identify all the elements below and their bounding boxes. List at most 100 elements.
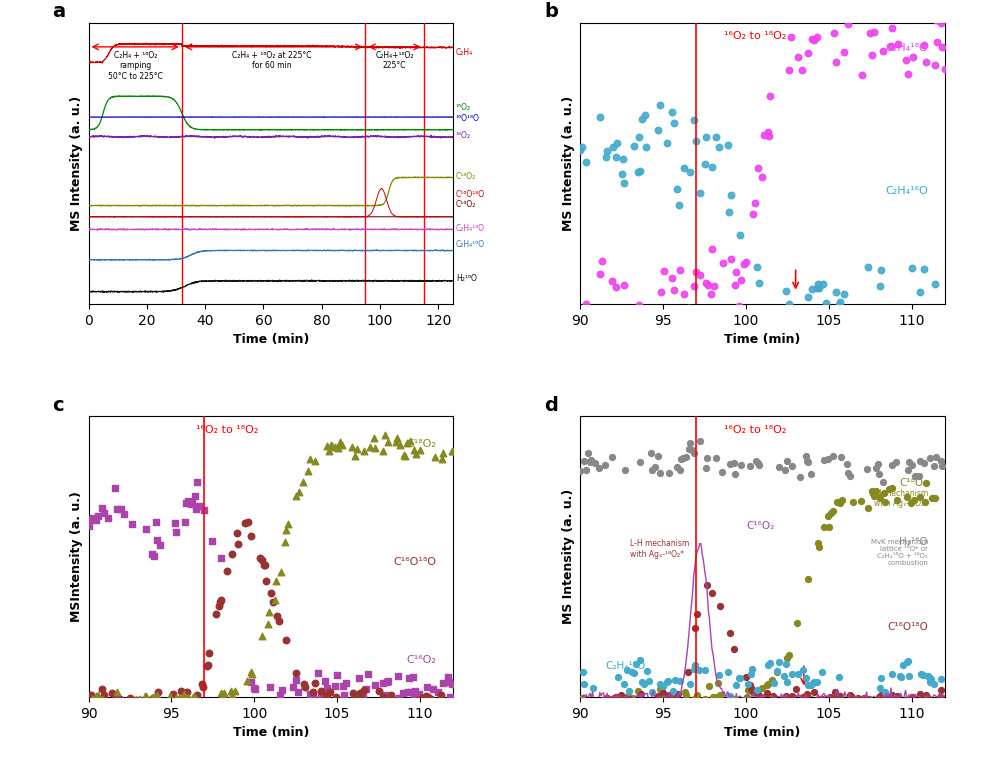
Point: [830, 299, 846, 311]
Point: [125, 518, 141, 530]
Point: [388, 436, 403, 448]
Point: [877, 686, 892, 698]
Text: d: d: [544, 395, 558, 414]
Point: [210, 695, 225, 707]
Point: [599, 692, 615, 704]
Point: [925, 493, 941, 505]
Point: [113, 695, 129, 707]
Point: [877, 496, 892, 509]
Point: [356, 684, 372, 696]
Point: [869, 485, 885, 497]
Point: [926, 460, 942, 472]
Point: [102, 697, 118, 709]
Point: [909, 699, 925, 711]
Point: [177, 516, 193, 528]
Point: [763, 90, 778, 103]
Point: [920, 692, 936, 704]
Point: [651, 99, 667, 111]
Point: [800, 456, 816, 468]
Point: [676, 288, 692, 300]
Point: [912, 688, 928, 700]
Point: [759, 679, 774, 692]
Point: [759, 687, 774, 699]
Point: [362, 440, 378, 453]
Point: [116, 508, 132, 520]
Point: [876, 487, 892, 499]
Point: [94, 693, 110, 705]
X-axis label: Time (min): Time (min): [724, 333, 801, 346]
Text: ¹⁶O₂ to ¹⁸O₂: ¹⁶O₂ to ¹⁸O₂: [724, 424, 786, 434]
Point: [713, 466, 729, 479]
Point: [751, 457, 767, 469]
Point: [412, 444, 428, 456]
Point: [835, 46, 851, 58]
Point: [307, 454, 323, 466]
Point: [741, 678, 757, 690]
Point: [823, 690, 838, 702]
Point: [672, 463, 688, 476]
Point: [575, 666, 590, 679]
Point: [809, 31, 825, 43]
Point: [632, 701, 647, 713]
Point: [139, 697, 154, 709]
Point: [860, 502, 876, 514]
Point: [187, 691, 203, 703]
Text: b: b: [544, 2, 558, 21]
Point: [736, 694, 752, 706]
Point: [688, 136, 704, 148]
Point: [760, 126, 775, 138]
Point: [744, 663, 760, 675]
Point: [915, 696, 931, 708]
Point: [921, 670, 937, 683]
Point: [674, 453, 690, 465]
Point: [388, 695, 403, 707]
Point: [897, 54, 913, 66]
Point: [604, 451, 620, 463]
Point: [94, 502, 110, 514]
Point: [94, 683, 110, 695]
Point: [184, 496, 200, 509]
Point: [277, 536, 292, 548]
Point: [692, 187, 707, 199]
Point: [83, 689, 98, 701]
Point: [825, 450, 840, 462]
Point: [254, 554, 270, 566]
Point: [270, 611, 285, 623]
Point: [892, 670, 907, 683]
Point: [620, 690, 636, 702]
Point: [100, 700, 116, 712]
Point: [836, 339, 852, 352]
Point: [860, 261, 876, 273]
Point: [96, 689, 112, 701]
X-axis label: Time (min): Time (min): [232, 726, 309, 739]
Point: [224, 689, 240, 702]
Point: [866, 490, 882, 502]
Point: [907, 470, 923, 482]
Point: [215, 688, 230, 700]
Point: [804, 283, 820, 296]
Point: [872, 492, 888, 504]
Point: [332, 436, 347, 448]
Point: [832, 296, 848, 309]
Point: [885, 667, 900, 679]
Text: C¹⁸O₂: C¹⁸O₂: [456, 172, 476, 181]
Point: [888, 456, 903, 468]
Point: [760, 678, 775, 690]
Point: [579, 298, 594, 310]
Text: C¹⁸O₂: C¹⁸O₂: [406, 439, 436, 449]
Point: [192, 499, 208, 512]
Point: [937, 63, 953, 75]
Point: [587, 457, 603, 470]
Point: [680, 666, 696, 678]
Point: [807, 34, 823, 46]
Point: [799, 688, 815, 700]
Point: [918, 689, 934, 701]
Point: [274, 566, 289, 578]
Point: [829, 56, 844, 68]
Point: [278, 633, 294, 646]
Point: [916, 457, 932, 469]
Point: [885, 482, 900, 494]
Point: [619, 663, 635, 676]
Point: [733, 273, 749, 286]
Point: [187, 696, 203, 708]
